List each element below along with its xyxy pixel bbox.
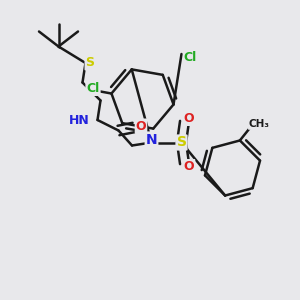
Text: O: O bbox=[184, 112, 194, 125]
Text: O: O bbox=[184, 160, 194, 173]
Text: S: S bbox=[176, 136, 187, 149]
Text: CH₃: CH₃ bbox=[249, 119, 270, 129]
Text: HN: HN bbox=[69, 113, 90, 127]
Text: N: N bbox=[146, 133, 157, 146]
Text: Cl: Cl bbox=[86, 82, 100, 95]
Text: Cl: Cl bbox=[184, 50, 197, 64]
Text: O: O bbox=[136, 119, 146, 133]
Text: S: S bbox=[85, 56, 94, 70]
